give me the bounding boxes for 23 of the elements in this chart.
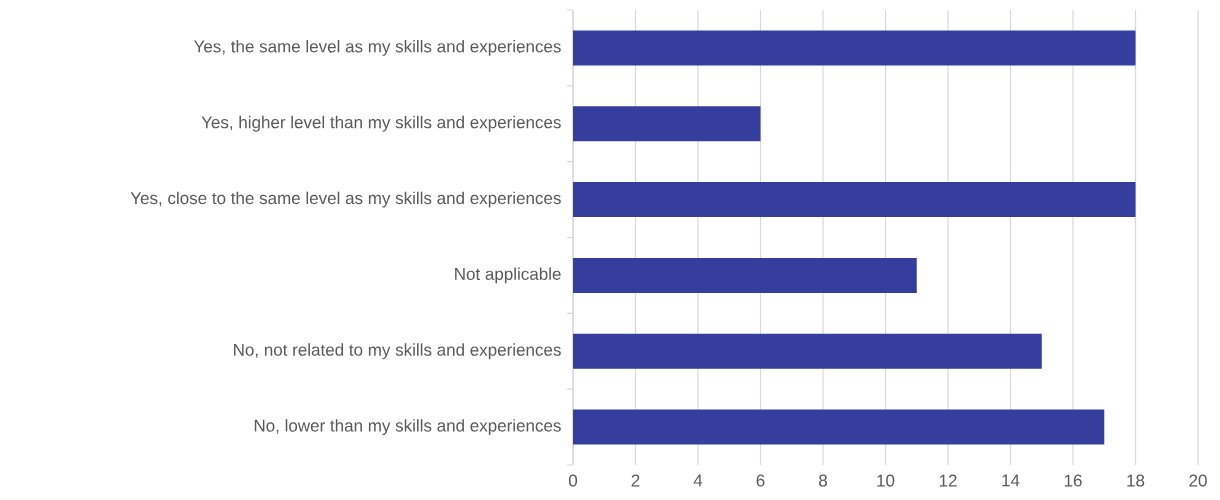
bar xyxy=(573,182,1136,218)
x-tick-label: 4 xyxy=(693,474,703,487)
bar xyxy=(573,30,1136,66)
x-tick-label: 14 xyxy=(1002,474,1020,487)
y-tick-label: No, lower than my skills and experiences xyxy=(254,419,561,436)
x-tick-label: 16 xyxy=(1064,474,1082,487)
y-tick-label: Yes, the same level as my skills and experiences xyxy=(193,40,561,56)
bar xyxy=(573,409,1105,445)
y-tick-label: Not applicable xyxy=(455,267,561,284)
x-tick-label: 6 xyxy=(756,474,765,487)
y-tick-label: Yes, close to the same level as my skills and experiences xyxy=(130,191,561,208)
bar xyxy=(573,257,917,293)
x-tick-label: 2 xyxy=(631,474,640,487)
bar xyxy=(573,333,1042,369)
x-tick-label: 18 xyxy=(1127,474,1145,487)
x-tick-label: 8 xyxy=(819,474,827,487)
bar xyxy=(573,106,761,142)
y-tick-label: No, not related to my skills and experiences xyxy=(234,343,561,360)
x-tick-label: 12 xyxy=(939,474,957,487)
x-tick-label: 10 xyxy=(877,474,895,487)
x-tick-label: 20 xyxy=(1189,474,1207,487)
x-tick-label: 0 xyxy=(568,474,578,487)
y-tick-label: Yes, higher level than my skills and experiences xyxy=(201,115,561,132)
